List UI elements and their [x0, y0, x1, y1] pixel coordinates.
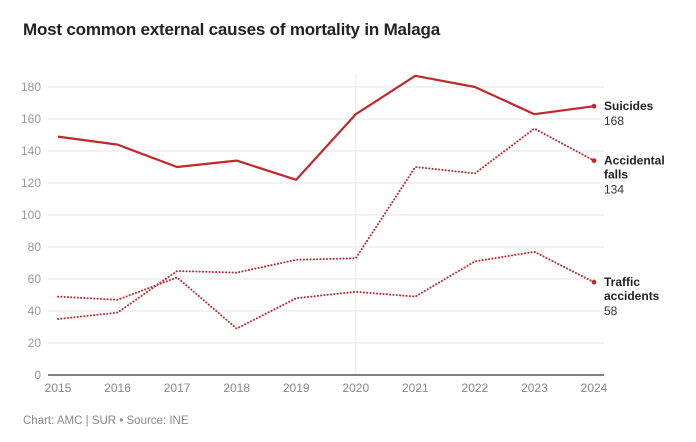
- chart-title: Most common external causes of mortality…: [23, 20, 441, 39]
- y-tick-label: 60: [28, 272, 42, 286]
- x-tick-label: 2019: [283, 381, 310, 395]
- y-tick-label: 40: [28, 304, 42, 318]
- series-line-accidental-falls: [57, 127, 595, 320]
- y-axis: 0 20 40 60 80 100 120 140 160 180: [21, 80, 41, 382]
- series-line-traffic-accidents: [57, 250, 595, 330]
- x-tick-label: 2022: [462, 381, 489, 395]
- series-label-value: 58: [604, 304, 618, 318]
- gridlines: [48, 73, 604, 376]
- x-tick-label: 2018: [223, 381, 250, 395]
- series-label-value: 168: [604, 114, 624, 128]
- x-tick-label: 2015: [45, 381, 72, 395]
- series-label-value: 134: [604, 183, 624, 197]
- y-tick-label: 140: [21, 144, 41, 158]
- x-tick-label: 2020: [342, 381, 369, 395]
- x-tick-label: 2016: [104, 381, 131, 395]
- y-tick-label: 100: [21, 208, 41, 222]
- series-end-marker: [591, 158, 597, 164]
- series-label-name: Traffic: [604, 275, 640, 289]
- x-tick-label: 2023: [521, 381, 548, 395]
- series-label-name: Accidental: [604, 154, 665, 168]
- chart-source: Chart: AMC | SUR • Source: INE: [23, 415, 189, 427]
- y-tick-label: 120: [21, 176, 41, 190]
- x-tick-label: 2024: [581, 381, 608, 395]
- y-tick-label: 20: [28, 336, 42, 350]
- y-tick-label: 160: [21, 112, 41, 126]
- series-end-marker: [591, 279, 597, 285]
- y-tick-label: 80: [28, 240, 42, 254]
- y-tick-label: 180: [21, 80, 41, 94]
- series-label-name: falls: [604, 168, 628, 182]
- series-line-suicides: [57, 74, 595, 181]
- x-tick-label: 2021: [402, 381, 429, 395]
- x-tick-label: 2017: [164, 381, 191, 395]
- series-label-name: Suicides: [604, 99, 654, 113]
- series-label-name: accidents: [604, 289, 660, 303]
- x-axis: 2015 2016 2017 2018 2019 2020 2021 2022 2023 2024: [45, 381, 608, 395]
- y-tick-label: 0: [34, 368, 41, 382]
- series-lines: [57, 74, 597, 330]
- series-end-marker: [591, 103, 597, 109]
